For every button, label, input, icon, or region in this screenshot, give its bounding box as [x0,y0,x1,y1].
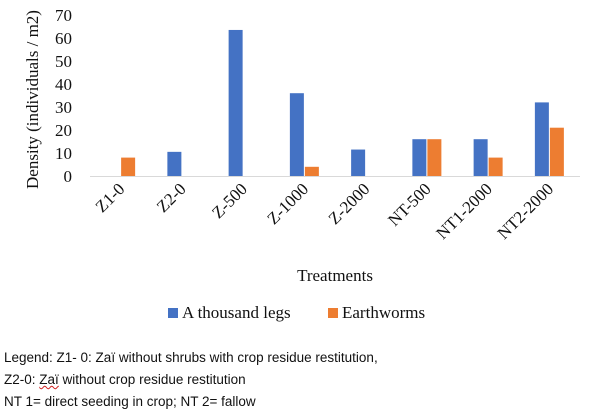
x-tick-label: NT2-2000 [494,179,558,243]
legend-label: A thousand legs [182,303,291,322]
x-axis-ticks: Z1-0 Z2-0 Z-500 Z-1000 Z-2000 NT-500NT1-2000N… [92,179,558,243]
note-line-2a: Z2-0: [4,372,40,387]
chart-legend: A thousand legs Earthworms [168,303,425,322]
x-tick-label: Z2-0 [153,179,190,216]
y-tick-label: 0 [64,167,73,186]
x-tick-label: Z-500 [208,179,251,222]
bar-earthworms [304,166,319,176]
bar-earthworms [121,157,136,176]
note-line-2: Z2-0: Zaï without crop residue restituti… [4,372,246,387]
bar-thousand-legs [228,29,243,177]
bar-chart: Density (individuals / m2) 0 10 20 30 40 50 60… [23,6,580,322]
y-tick-label: 70 [55,6,72,25]
bar-thousand-legs [289,93,304,176]
x-axis-title: Treatments [297,266,373,285]
x-tick-label: Z1-0 [92,179,129,216]
bar-earthworms [488,157,503,176]
y-tick-label: 60 [55,29,72,48]
x-tick-label: Z-1000 [263,179,312,228]
bar-thousand-legs [412,139,427,176]
bar-earthworms [549,127,564,176]
note-line-3: NT 1= direct seeding in crop; NT 2= fall… [4,394,256,409]
note-line-2c: without crop residue restitution [58,372,246,387]
x-tick-label: NT1-2000 [432,179,496,243]
y-tick-label: 50 [55,52,72,71]
x-tick-label: Z-2000 [325,179,374,228]
y-tick-label: 40 [55,75,72,94]
legend-label: Earthworms [342,303,425,322]
x-tick-label: NT-500 [384,179,434,229]
bar-thousand-legs [534,102,549,176]
bar-thousand-legs [351,149,366,176]
y-tick-label: 30 [55,98,72,117]
bar-thousand-legs [473,139,488,176]
y-axis-title: Density (individuals / m2) [23,10,42,189]
bars-group [121,29,564,177]
legend-swatch [328,308,338,318]
y-axis-title-text: Density (individuals / m2) [23,10,42,189]
bar-earthworms [427,139,442,176]
legend-swatch [168,308,178,318]
note-line-2b: Zaï [39,372,59,387]
bar-thousand-legs [167,151,182,176]
y-tick-label: 20 [55,121,72,140]
y-axis-ticks: 0 10 20 30 40 50 60 70 [55,6,72,186]
note-line-1: Legend: Z1- 0: Zaï without shrubs with c… [4,350,378,365]
y-tick-label: 10 [55,144,72,163]
